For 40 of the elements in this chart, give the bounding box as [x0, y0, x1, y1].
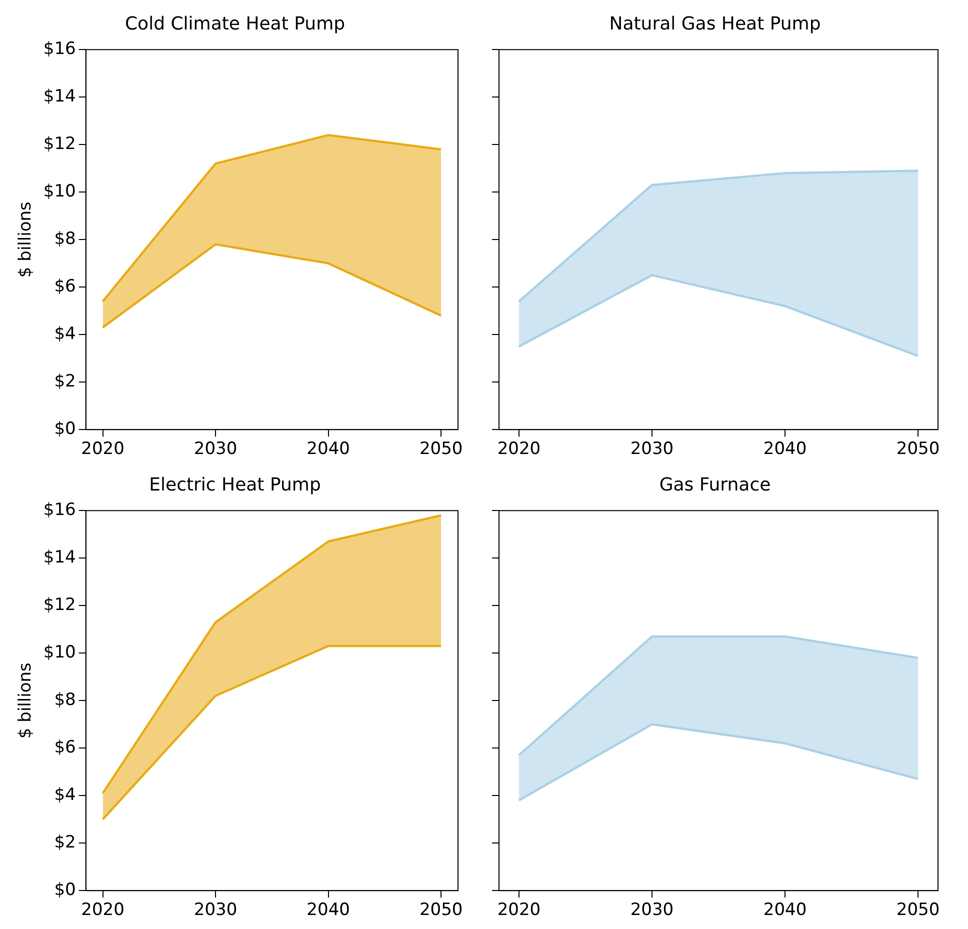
y-tick-label: $14: [43, 548, 76, 568]
x-tick-label: 2020: [81, 439, 124, 460]
x-tick-label: 2030: [630, 439, 674, 460]
x-tick-label: 2030: [194, 900, 238, 920]
x-tick-label: 2030: [630, 900, 674, 920]
y-tick-label: $12: [43, 595, 76, 616]
x-tick-label: 2020: [81, 900, 124, 920]
x-tick-label: 2040: [306, 439, 350, 460]
x-tick-label: 2050: [419, 900, 463, 920]
y-tick-label: $12: [43, 134, 76, 154]
x-tick-label: 2050: [419, 439, 463, 460]
y-tick-label: $2: [54, 372, 76, 392]
x-tick-label: 2040: [763, 900, 807, 920]
x-tick-label: 2050: [896, 900, 940, 920]
y-axis-title: $ billions: [16, 662, 36, 739]
chart-title: Electric Heat Pump: [149, 474, 321, 496]
y-tick-label: $4: [54, 324, 76, 344]
y-tick-label: $2: [54, 832, 76, 853]
x-tick-label: 2050: [896, 439, 940, 460]
y-axis-title: $ billions: [16, 201, 36, 278]
y-tick-label: $0: [54, 419, 76, 440]
y-tick-label: $6: [54, 276, 76, 297]
y-tick-label: $4: [54, 785, 76, 806]
x-tick-label: 2020: [497, 900, 541, 920]
chart-title: Cold Climate Heat Pump: [124, 13, 346, 34]
chart-title: Natural Gas Heat Pump: [609, 13, 821, 34]
y-tick-label: $8: [54, 229, 76, 250]
y-tick-label: $6: [54, 738, 76, 758]
y-tick-label: $0: [54, 880, 76, 900]
x-tick-label: 2020: [497, 439, 541, 460]
x-tick-label: 2040: [763, 439, 807, 460]
y-tick-label: $10: [43, 642, 76, 663]
chart-title: Gas Furnace: [659, 474, 771, 496]
x-tick-label: 2040: [306, 900, 350, 920]
x-tick-label: 2030: [194, 439, 238, 460]
y-tick-label: $16: [43, 500, 76, 520]
y-tick-label: $14: [43, 86, 76, 107]
y-tick-label: $8: [54, 690, 76, 710]
y-tick-label: $10: [43, 182, 76, 202]
y-tick-label: $16: [43, 39, 76, 60]
